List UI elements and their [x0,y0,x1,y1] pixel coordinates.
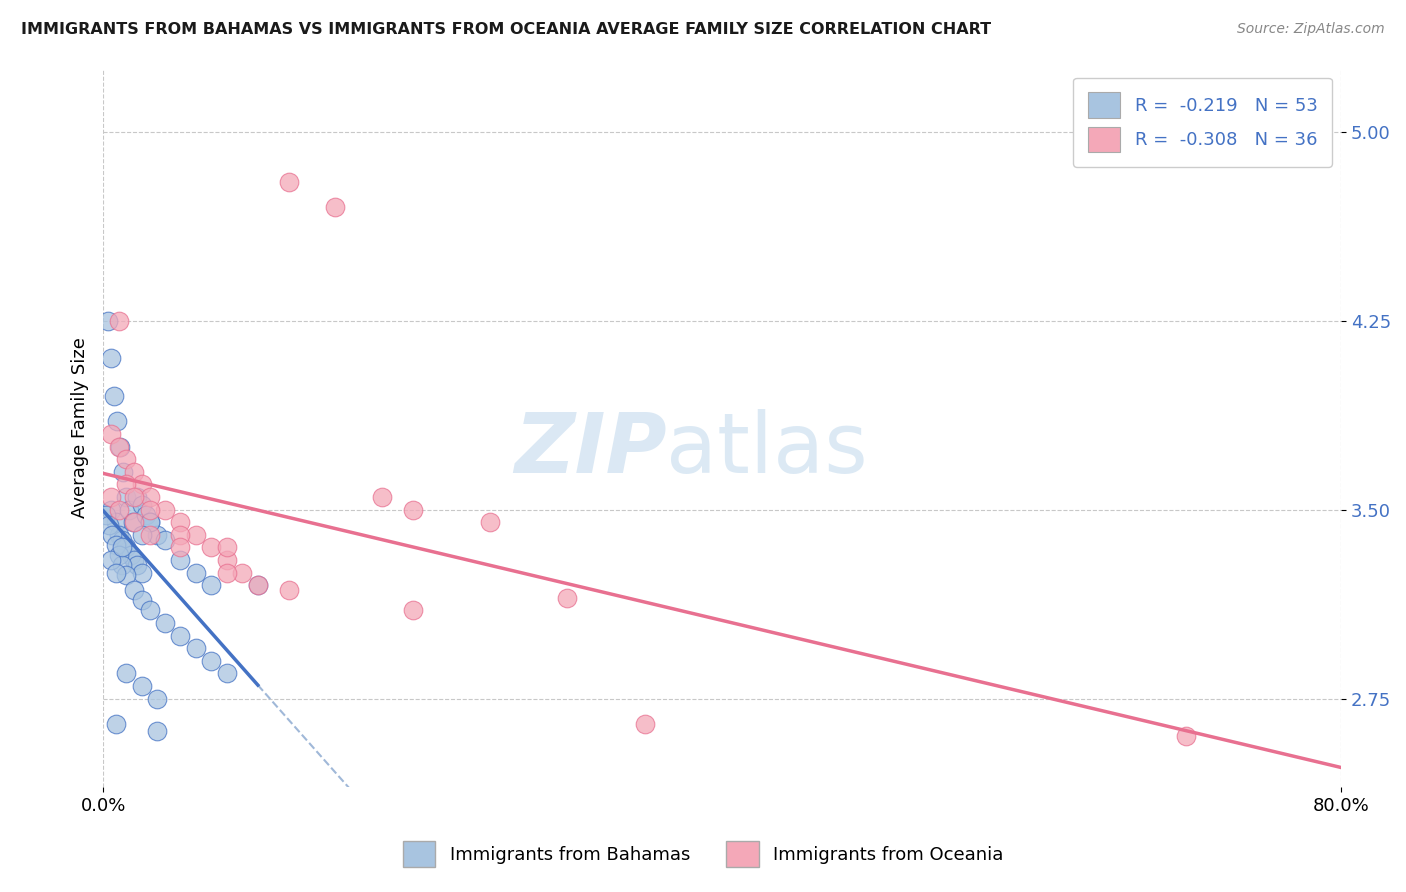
Point [115,490,138,504]
Point [115,568,138,582]
Point [215,566,238,580]
Point [104,538,127,552]
Legend: Immigrants from Bahamas, Immigrants from Oceania: Immigrants from Bahamas, Immigrants from… [395,834,1011,874]
Point [246,578,269,592]
Point [131,566,153,580]
Point [138,528,160,542]
Point [112,465,135,479]
Point [215,553,238,567]
Point [107,502,129,516]
Point [100,502,122,516]
Point [135,508,157,522]
Point [277,175,299,189]
Point [118,502,141,516]
Point [184,641,207,656]
Point [131,679,153,693]
Point [115,452,138,467]
Point [153,502,176,516]
Point [100,553,122,567]
Point [200,541,222,555]
Point [115,666,138,681]
Point [127,490,149,504]
Point [111,558,134,572]
Text: IMMIGRANTS FROM BAHAMAS VS IMMIGRANTS FROM OCEANIA AVERAGE FAMILY SIZE CORRELATI: IMMIGRANTS FROM BAHAMAS VS IMMIGRANTS FR… [21,22,991,37]
Point [97,313,120,327]
Point [557,591,579,605]
Point [127,558,149,572]
Point [138,502,160,516]
Point [121,515,143,529]
Point [200,654,222,668]
Point [100,351,122,366]
Point [146,528,169,542]
Point [169,553,191,567]
Point [246,578,269,592]
Point [184,566,207,580]
Point [138,515,160,529]
Point [169,528,191,542]
Text: Source: ZipAtlas.com: Source: ZipAtlas.com [1237,22,1385,37]
Point [100,427,122,442]
Point [200,578,222,592]
Point [184,528,207,542]
Point [122,490,145,504]
Point [131,498,153,512]
Point [104,566,127,580]
Point [401,502,423,516]
Point [478,515,501,529]
Point [169,541,191,555]
Point [169,629,191,643]
Point [108,440,131,454]
Text: atlas: atlas [666,409,868,490]
Point [122,465,145,479]
Point [401,603,423,617]
Point [96,508,118,522]
Point [131,593,153,607]
Point [101,528,124,542]
Point [104,716,127,731]
Point [231,566,253,580]
Point [138,490,160,504]
Y-axis label: Average Family Size: Average Family Size [72,337,89,518]
Point [153,615,176,630]
Point [107,528,129,542]
Point [215,541,238,555]
Point [115,541,138,555]
Point [120,548,142,562]
Legend: R =  -0.219   N = 53, R =  -0.308   N = 36: R = -0.219 N = 53, R = -0.308 N = 36 [1073,78,1331,167]
Point [634,716,657,731]
Point [107,313,129,327]
Point [104,515,127,529]
Point [122,553,145,567]
Point [146,724,169,739]
Point [146,691,169,706]
Point [323,200,346,214]
Text: ZIP: ZIP [513,409,666,490]
Point [153,533,176,547]
Point [215,666,238,681]
Point [131,528,153,542]
Point [107,548,129,562]
Point [103,389,125,403]
Point [107,440,129,454]
Point [138,603,160,617]
Point [138,515,160,529]
Point [277,583,299,598]
Point [122,515,145,529]
Point [169,515,191,529]
Point [111,533,134,547]
Point [111,541,134,555]
Point [1175,730,1198,744]
Point [122,583,145,598]
Point [370,490,392,504]
Point [105,414,128,428]
Point [98,517,121,532]
Point [115,477,138,491]
Point [131,477,153,491]
Point [100,490,122,504]
